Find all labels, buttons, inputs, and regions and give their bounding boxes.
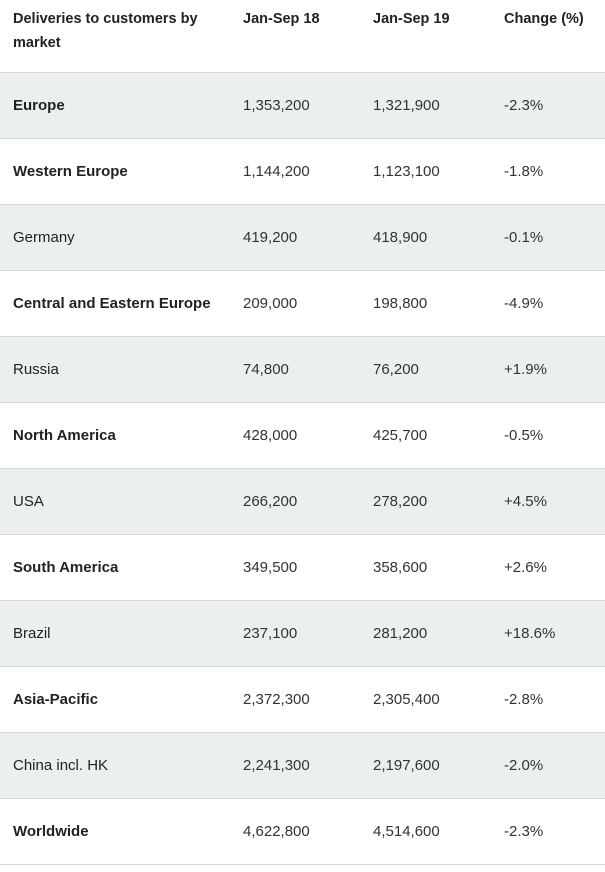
change-cell: -2.3% — [504, 822, 544, 840]
jan-sep-18-cell: 4,622,800 — [243, 822, 310, 840]
jan-sep-19-cell: 76,200 — [373, 360, 419, 378]
market-cell: South America — [13, 558, 119, 576]
table-row: Europe 1,353,200 1,321,900 -2.3% — [0, 73, 605, 139]
jan-sep-19-cell: 425,700 — [373, 426, 428, 444]
market-cell: Worldwide — [13, 822, 89, 840]
change-cell: +1.9% — [504, 360, 547, 378]
market-cell: Russia — [13, 360, 59, 378]
change-cell: +4.5% — [504, 492, 547, 510]
change-cell: -2.8% — [504, 690, 544, 708]
jan-sep-19-cell: 358,600 — [373, 558, 428, 576]
change-cell: +2.6% — [504, 558, 547, 576]
table-row: Brazil 237,100 281,200 +18.6% — [0, 601, 605, 667]
jan-sep-18-cell: 209,000 — [243, 294, 298, 312]
table-row: Asia-Pacific 2,372,300 2,305,400 -2.8% — [0, 667, 605, 733]
header-jan-sep-18: Jan-Sep 18 — [243, 11, 320, 27]
header-jan-sep-19: Jan-Sep 19 — [373, 11, 450, 27]
jan-sep-19-cell: 281,200 — [373, 624, 428, 642]
jan-sep-19-cell: 1,321,900 — [373, 96, 440, 114]
market-cell: China incl. HK — [13, 756, 109, 774]
change-cell: -2.0% — [504, 756, 544, 774]
market-cell: Europe — [13, 96, 65, 114]
jan-sep-19-cell: 4,514,600 — [373, 822, 440, 840]
change-cell: -0.1% — [504, 228, 544, 246]
jan-sep-19-cell: 278,200 — [373, 492, 428, 510]
jan-sep-19-cell: 2,197,600 — [373, 756, 440, 774]
jan-sep-18-cell: 1,353,200 — [243, 96, 310, 114]
change-cell: -0.5% — [504, 426, 544, 444]
table-row: North America 428,000 425,700 -0.5% — [0, 403, 605, 469]
jan-sep-18-cell: 428,000 — [243, 426, 298, 444]
market-cell: Central and Eastern Europe — [13, 294, 211, 312]
market-cell: Asia-Pacific — [13, 690, 99, 708]
table-row: Western Europe 1,144,200 1,123,100 -1.8% — [0, 139, 605, 205]
change-cell: -2.3% — [504, 96, 544, 114]
market-cell: USA — [13, 492, 44, 510]
jan-sep-19-cell: 2,305,400 — [373, 690, 440, 708]
jan-sep-18-cell: 1,144,200 — [243, 162, 310, 180]
table-row: South America 349,500 358,600 +2.6% — [0, 535, 605, 601]
table-row: Russia 74,800 76,200 +1.9% — [0, 337, 605, 403]
jan-sep-18-cell: 237,100 — [243, 624, 298, 642]
market-cell: Germany — [13, 228, 75, 246]
market-cell: Brazil — [13, 624, 51, 642]
jan-sep-18-cell: 419,200 — [243, 228, 298, 246]
jan-sep-18-cell: 266,200 — [243, 492, 298, 510]
change-cell: -4.9% — [504, 294, 544, 312]
jan-sep-19-cell: 198,800 — [373, 294, 428, 312]
jan-sep-18-cell: 74,800 — [243, 360, 289, 378]
market-cell: North America — [13, 426, 116, 444]
jan-sep-18-cell: 349,500 — [243, 558, 298, 576]
table-row: Worldwide 4,622,800 4,514,600 -2.3% — [0, 799, 605, 865]
header-change: Change (%) — [504, 11, 584, 27]
change-cell: +18.6% — [504, 624, 556, 642]
jan-sep-18-cell: 2,372,300 — [243, 690, 310, 708]
table-header-row: Deliveries to customers by market Jan-Se… — [0, 0, 605, 73]
change-cell: -1.8% — [504, 162, 544, 180]
table-row: Germany 419,200 418,900 -0.1% — [0, 205, 605, 271]
market-cell: Western Europe — [13, 162, 128, 180]
table-row: China incl. HK 2,241,300 2,197,600 -2.0% — [0, 733, 605, 799]
jan-sep-19-cell: 1,123,100 — [373, 162, 440, 180]
header-market: Deliveries to customers by market — [13, 11, 198, 51]
jan-sep-19-cell: 418,900 — [373, 228, 428, 246]
table-row: USA 266,200 278,200 +4.5% — [0, 469, 605, 535]
jan-sep-18-cell: 2,241,300 — [243, 756, 310, 774]
table-row: Central and Eastern Europe 209,000 198,8… — [0, 271, 605, 337]
